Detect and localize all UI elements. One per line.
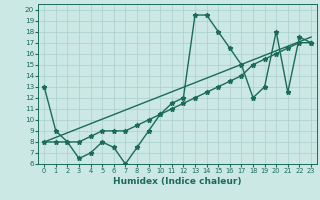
X-axis label: Humidex (Indice chaleur): Humidex (Indice chaleur) — [113, 177, 242, 186]
